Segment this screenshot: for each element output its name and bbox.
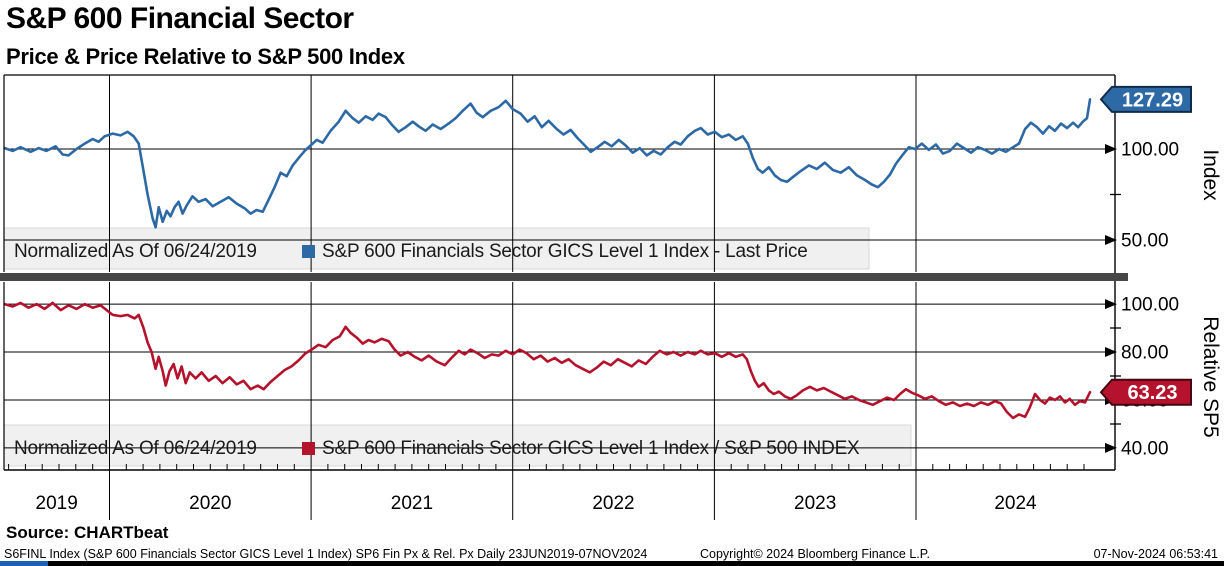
bottom-last-price-value: 63.23 <box>1127 382 1177 404</box>
x-axis-year-label: 2021 <box>391 493 433 514</box>
top-axis-title: Index <box>1199 149 1222 201</box>
x-axis-year-label: 2019 <box>36 493 78 514</box>
bottom-edge-bar <box>0 561 1224 566</box>
page-title: S&P 600 Financial Sector <box>6 2 354 35</box>
top-legend-band <box>3 227 870 270</box>
top-panel-legend: Normalized As Of 06/24/2019 S&P 600 Fina… <box>0 241 900 263</box>
bottom-axis-title: Relative SP5 <box>1199 316 1222 437</box>
bottom-tick-arrow <box>1105 442 1117 453</box>
footer-timestamp: 07-Nov-2024 06:53:41 <box>1093 547 1218 561</box>
bottom-edge-bar-accent <box>0 561 48 566</box>
top-normalized-label: Normalized As Of 06/24/2019 <box>14 241 257 262</box>
top-last-price-badge <box>1099 85 1192 113</box>
x-axis-year-label: 2022 <box>592 493 634 514</box>
top-tick-arrow <box>1105 144 1117 154</box>
bottom-tick-label: 40.00 <box>1121 438 1169 459</box>
footer-copyright: Copyright© 2024 Bloomberg Finance L.P. <box>700 547 930 561</box>
x-axis-year-label: 2024 <box>994 493 1037 514</box>
top-tick-label: 100.00 <box>1121 140 1179 161</box>
page-subtitle: Price & Price Relative to S&P 500 Index <box>6 44 405 69</box>
footer-security-info: S6FINL Index (S&P 600 Financials Sector … <box>4 547 648 561</box>
bottom-normalized-label: Normalized As Of 06/24/2019 <box>14 438 257 459</box>
bottom-panel-legend: Normalized As Of 06/24/2019 S&P 600 Fina… <box>0 438 940 460</box>
blue-series-marker-icon <box>302 245 315 258</box>
source-label: Source: CHARTbeat <box>6 523 169 542</box>
bottom-series-label: S&P 600 Financials Sector GICS Level 1 I… <box>322 438 860 459</box>
top-tick-arrow <box>1105 235 1117 245</box>
top-last-price-value: 127.29 <box>1122 89 1183 111</box>
bottom-tick-arrow <box>1105 299 1117 310</box>
bottom-tick-label: 80.00 <box>1121 343 1169 364</box>
top-series-label: S&P 600 Financials Sector GICS Level 1 I… <box>322 241 808 262</box>
panel-separator <box>0 273 1128 281</box>
bottom-tick-label: 100.00 <box>1121 295 1179 316</box>
top-tick-label: 50.00 <box>1121 231 1169 252</box>
x-axis-year-label: 2020 <box>189 493 231 514</box>
bottom-tick-arrow <box>1105 347 1117 357</box>
bottom-legend-band <box>3 424 912 467</box>
red-series-marker-icon <box>302 442 315 455</box>
bottom-series-line <box>3 301 1092 420</box>
bottom-last-price-badge <box>1099 378 1192 406</box>
top-series-line <box>3 98 1092 229</box>
x-axis-year-label: 2023 <box>794 493 836 514</box>
